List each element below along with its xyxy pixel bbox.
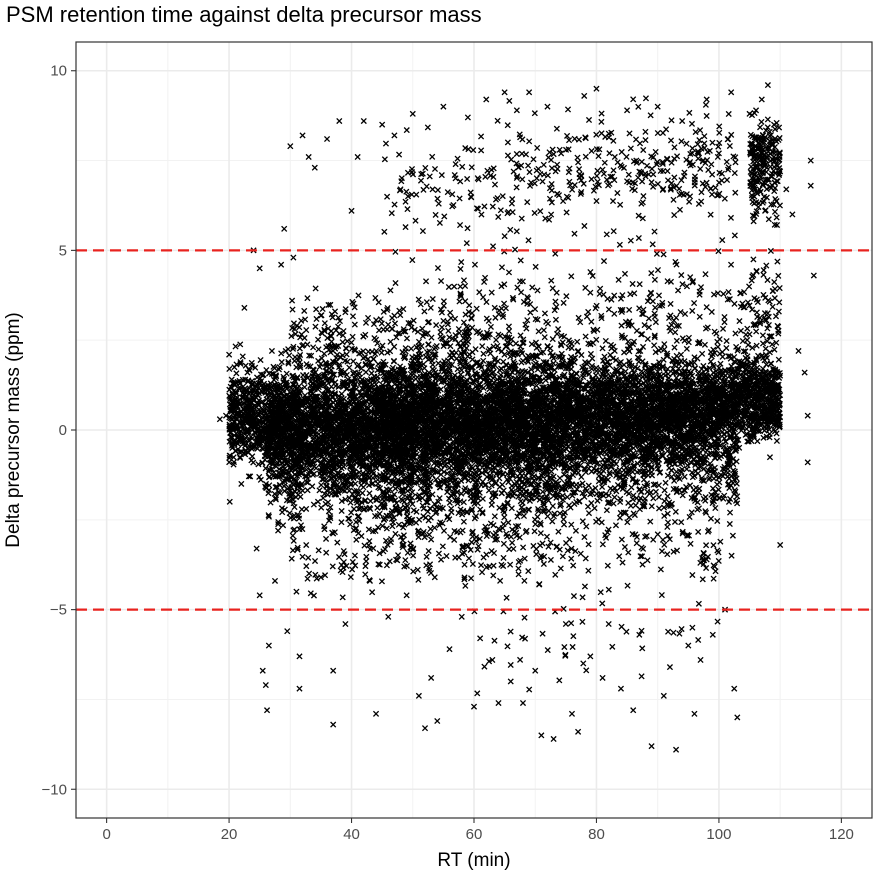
data-points [216, 82, 817, 753]
data-point [226, 365, 233, 373]
data-point [226, 498, 233, 505]
data-point [252, 364, 259, 371]
data-point [247, 473, 254, 480]
data-point [236, 449, 243, 456]
data-point [257, 476, 264, 483]
data-point [239, 353, 246, 360]
data-point [233, 370, 240, 377]
data-point [256, 473, 263, 481]
chart-title: PSM retention time against delta precurs… [6, 2, 482, 27]
data-point [231, 364, 238, 371]
data-point [230, 454, 237, 461]
data-point [278, 350, 285, 357]
data-point [226, 351, 233, 358]
